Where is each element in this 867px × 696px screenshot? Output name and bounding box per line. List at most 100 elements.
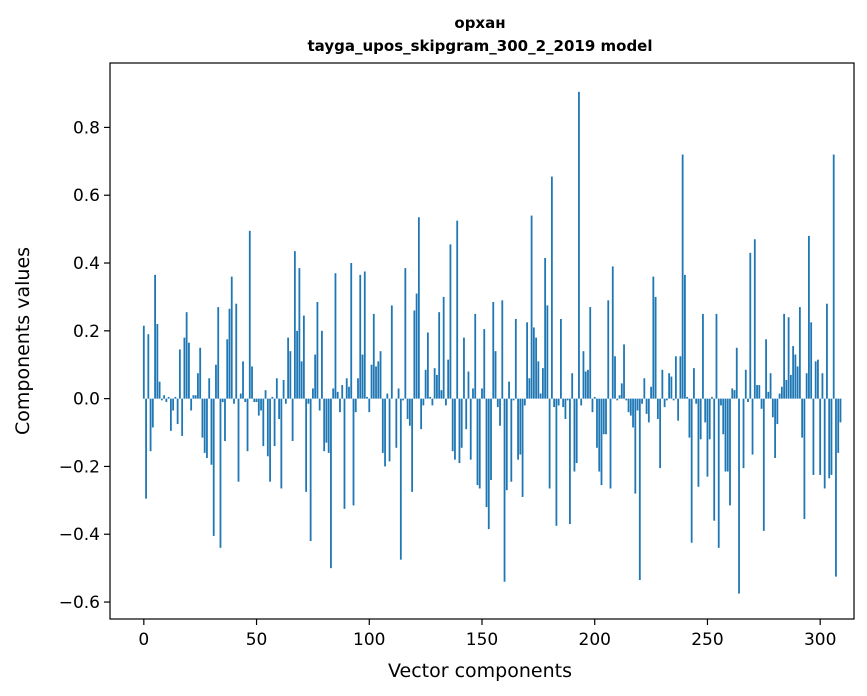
bar	[805, 373, 808, 399]
bar	[201, 398, 204, 438]
x-tick-label: 0	[138, 630, 149, 650]
bar	[460, 398, 463, 448]
bar	[835, 398, 837, 577]
bar	[821, 373, 824, 399]
bar	[217, 307, 220, 399]
bar	[729, 398, 731, 506]
bar	[167, 396, 170, 399]
bar	[544, 257, 547, 399]
bar	[627, 398, 630, 413]
bar	[503, 398, 506, 582]
bar	[271, 396, 274, 399]
bar	[823, 398, 826, 489]
y-tick-label: 0.4	[73, 254, 100, 274]
bar	[693, 368, 695, 399]
bar	[776, 398, 779, 425]
y-tick-label: 0.2	[73, 322, 100, 342]
bar	[176, 398, 179, 425]
bar	[578, 91, 580, 399]
bar	[275, 378, 278, 399]
bar	[580, 398, 583, 406]
bar	[406, 398, 409, 419]
bar	[415, 293, 418, 399]
bar	[305, 398, 308, 492]
bar	[735, 347, 738, 399]
bar	[169, 398, 172, 431]
bar	[454, 398, 456, 460]
bar	[273, 398, 276, 447]
bar	[366, 396, 368, 399]
bar	[819, 398, 822, 475]
bar	[284, 398, 287, 404]
bar	[154, 274, 156, 399]
bar	[330, 398, 332, 569]
bar	[192, 395, 195, 399]
bar	[523, 398, 526, 406]
bar	[190, 398, 193, 411]
bar	[616, 398, 619, 401]
bar	[742, 398, 745, 469]
bar	[442, 296, 445, 399]
bar	[350, 263, 353, 399]
bar	[596, 398, 598, 448]
bar	[803, 398, 806, 519]
x-tick-label: 300	[804, 630, 836, 650]
bar	[449, 244, 452, 399]
bar	[514, 318, 517, 399]
bar	[293, 251, 296, 399]
bar	[436, 374, 438, 399]
bar	[686, 396, 689, 399]
bar	[672, 398, 675, 401]
bar	[499, 398, 501, 426]
bar	[336, 391, 339, 399]
bar	[620, 383, 623, 399]
bar	[307, 398, 310, 404]
bar	[395, 398, 398, 448]
bar	[688, 398, 691, 438]
bar	[785, 379, 788, 399]
bar	[643, 378, 646, 399]
bar	[699, 398, 702, 440]
x-tick-label: 250	[691, 630, 723, 650]
bar	[361, 354, 364, 399]
bar	[300, 361, 303, 399]
bar	[801, 398, 804, 438]
bar	[828, 398, 831, 479]
bar	[206, 398, 208, 458]
bar	[228, 308, 231, 399]
bar	[589, 307, 592, 399]
bar	[713, 398, 716, 521]
bar	[334, 273, 337, 399]
bar	[618, 395, 621, 399]
bar	[771, 398, 774, 418]
y-tick-label: −0.6	[59, 593, 100, 613]
bar	[645, 398, 648, 414]
bar	[756, 385, 758, 399]
bar	[607, 300, 610, 399]
bar	[490, 398, 492, 480]
bar	[789, 374, 792, 399]
bar	[235, 303, 238, 399]
bar	[780, 386, 783, 399]
bar	[496, 398, 499, 408]
bar	[593, 396, 596, 399]
bar	[557, 398, 560, 406]
bar	[654, 296, 657, 399]
bar	[485, 398, 488, 508]
bar	[230, 276, 233, 399]
bar	[609, 398, 612, 489]
bar	[165, 398, 168, 403]
bar	[629, 398, 632, 416]
bar	[158, 381, 161, 399]
x-tick-label: 150	[466, 630, 498, 650]
bar	[269, 398, 271, 482]
bar	[681, 154, 684, 399]
bar	[478, 398, 481, 489]
bar	[591, 398, 594, 413]
bar	[738, 398, 740, 594]
bar	[647, 398, 650, 423]
bar	[210, 398, 213, 465]
bar	[548, 398, 551, 489]
bar	[345, 378, 348, 399]
bar	[260, 398, 262, 411]
